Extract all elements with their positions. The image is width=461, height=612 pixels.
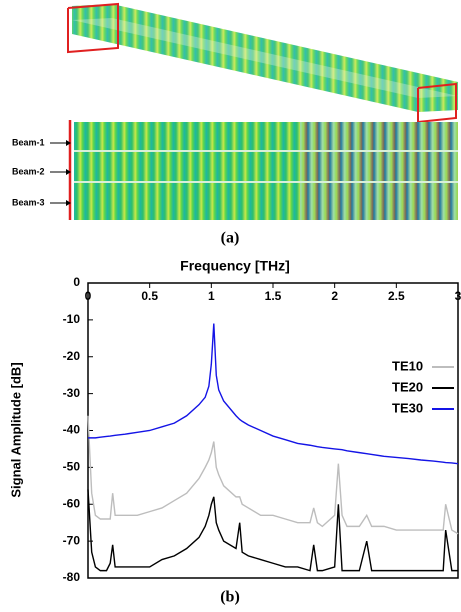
- x-tick-label: 0.5: [141, 289, 158, 303]
- x-tick-label: 2: [331, 289, 338, 303]
- plot-frame: [87, 282, 459, 579]
- y-tick-label: -70: [63, 533, 81, 547]
- beam-label: Beam-2: [12, 166, 45, 176]
- panel-label: (b): [220, 589, 240, 606]
- beam-label: Beam-3: [12, 197, 45, 207]
- x-tick-label: 0: [85, 289, 92, 303]
- y-tick-label: -40: [63, 423, 81, 437]
- y-tick-label: -20: [63, 349, 81, 363]
- y-tick-label: -50: [63, 460, 81, 474]
- y-axis-label: Signal Amplitude [dB]: [8, 362, 23, 497]
- x-tick-label: 1.5: [265, 289, 282, 303]
- beam-label: Beam-1: [12, 137, 45, 147]
- series-line: [88, 323, 459, 465]
- x-tick-label: 1: [208, 289, 215, 303]
- x-tick-label: 3: [455, 289, 461, 303]
- legend-label: TE10: [392, 358, 423, 373]
- y-tick-label: -10: [63, 312, 81, 326]
- panel-label: (a): [221, 230, 240, 247]
- x-tick-label: 2.5: [388, 289, 405, 303]
- y-tick-label: -80: [63, 570, 81, 584]
- beam-3d-view: [67, 2, 458, 124]
- series-line: [87, 415, 459, 535]
- beam-field-map: [50, 120, 458, 220]
- y-tick-label: 0: [73, 275, 80, 289]
- series-line: [87, 489, 458, 572]
- y-tick-label: -30: [63, 386, 81, 400]
- legend-label: TE20: [392, 379, 423, 394]
- legend-label: TE30: [392, 400, 423, 415]
- y-tick-label: -60: [63, 496, 81, 510]
- chart-title: Frequency [THz]: [180, 258, 290, 274]
